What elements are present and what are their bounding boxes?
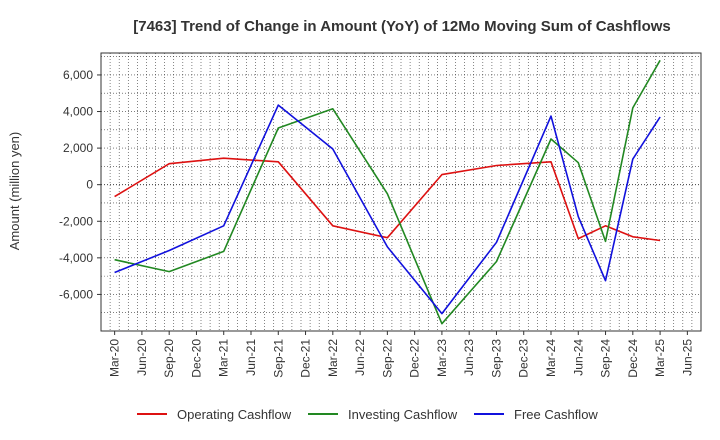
x-tick-label: Mar-25 <box>653 339 667 377</box>
x-tick-label: Dec-22 <box>408 339 422 378</box>
x-tick-label: Dec-24 <box>626 339 640 378</box>
x-tick-label: Jun-20 <box>135 339 149 376</box>
x-tick-label: Dec-21 <box>299 339 313 378</box>
series-lines <box>114 59 661 325</box>
x-tick-label: Sep-22 <box>380 339 394 378</box>
chart-title: [7463] Trend of Change in Amount (YoY) o… <box>133 18 671 35</box>
y-tick-label: -6,000 <box>59 287 93 301</box>
y-tick-label: 6,000 <box>63 68 93 82</box>
y-tick-label: 2,000 <box>63 141 93 155</box>
x-tick-label: Sep-23 <box>489 339 503 378</box>
x-tick-label: Dec-23 <box>517 339 531 378</box>
y-tick-label: -2,000 <box>59 214 93 228</box>
x-tick-label: Sep-20 <box>162 339 176 378</box>
x-tick-label: Jun-21 <box>244 339 258 376</box>
y-tick-label: -4,000 <box>59 251 93 265</box>
y-tick-label: 4,000 <box>63 105 93 119</box>
x-tick-label: Dec-20 <box>189 339 203 378</box>
legend-label: Investing Cashflow <box>348 407 458 422</box>
y-axis-label: Amount (million yen) <box>7 132 22 251</box>
grid-lines <box>100 53 702 332</box>
x-tick-label: Jun-22 <box>353 339 367 376</box>
plot-frame <box>100 52 702 332</box>
legend-label: Operating Cashflow <box>177 407 292 422</box>
x-tick-label: Mar-21 <box>217 339 231 377</box>
legend: Operating Cashflow Investing Cashflow Free… <box>137 407 598 422</box>
axes <box>100 52 702 332</box>
x-tick-label: Mar-20 <box>108 339 122 377</box>
x-tick-label: Mar-24 <box>544 339 558 377</box>
x-tick-label: Sep-24 <box>599 339 613 378</box>
x-tick-label: Jun-23 <box>462 339 476 376</box>
x-tick-label: Jun-25 <box>680 339 694 376</box>
x-tick-label: Mar-23 <box>435 339 449 377</box>
legend-label: Free Cashflow <box>514 407 598 422</box>
y-tick-label: 0 <box>86 178 93 192</box>
x-tick-label: Jun-24 <box>571 339 585 376</box>
x-tick-label: Mar-22 <box>326 339 340 377</box>
x-tick-label: Sep-21 <box>271 339 285 378</box>
x-tick-labels: Mar-20 Jun-20 Sep-20 Dec-20 Mar-21 Jun-21 Sep-… <box>108 331 694 378</box>
y-tick-labels: -6,000 -4,000 -2,000 0 2,000 4,000 6,000 <box>59 68 101 301</box>
